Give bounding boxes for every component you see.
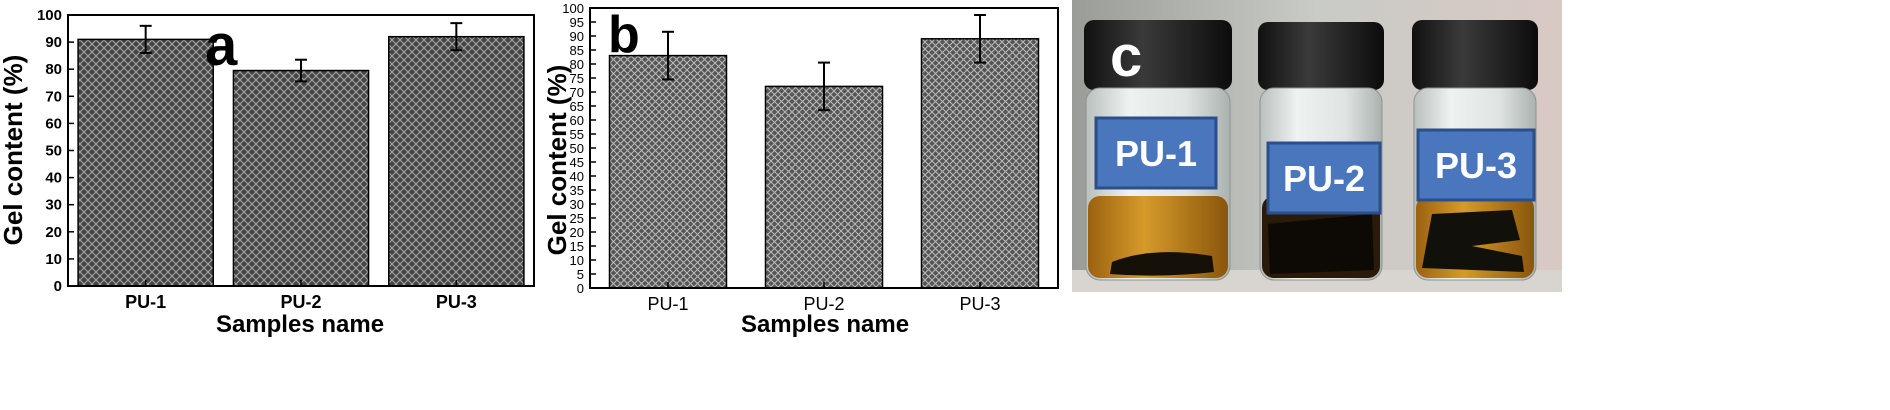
y-tick-label: 30 <box>45 197 62 214</box>
photo-panel-c: PU-1 PU-2 PU-3 c <box>1072 0 1562 292</box>
x-axis-label: Samples name <box>741 311 909 338</box>
y-tick-label: 100 <box>562 1 584 16</box>
vial-label: PU-2 <box>1283 158 1365 199</box>
bar <box>77 38 214 287</box>
y-tick-label: 60 <box>570 113 584 128</box>
y-tick-label: 55 <box>570 127 584 142</box>
vial-label: PU-3 <box>1435 145 1517 186</box>
y-tick-label: 65 <box>570 99 584 114</box>
panel-label-b: b <box>608 6 640 64</box>
vial-cap <box>1084 20 1232 90</box>
y-tick-label: 10 <box>45 251 62 268</box>
y-tick-label: 35 <box>570 183 584 198</box>
y-tick-label: 0 <box>54 278 62 295</box>
y-tick-label: 30 <box>570 197 584 212</box>
y-tick-label: 5 <box>577 267 584 282</box>
panel-label-c: c <box>1110 24 1142 89</box>
vial-1: PU-1 <box>1084 20 1232 281</box>
bar <box>232 69 370 287</box>
vial-cap <box>1258 22 1384 90</box>
y-tick-label: 10 <box>570 253 584 268</box>
x-axis-label: Samples name <box>216 311 384 338</box>
y-tick-label: 60 <box>45 115 62 132</box>
vial-label-box <box>1266 141 1382 215</box>
plot-frame <box>589 7 1059 289</box>
vial-label: PU-1 <box>1115 133 1197 174</box>
gel-piece <box>1422 210 1524 272</box>
bar <box>920 38 1040 289</box>
x-tick-label: PU-3 <box>959 294 1000 314</box>
gel-piece <box>1110 252 1214 276</box>
plot-frame <box>67 14 535 287</box>
y-axis-label: Gel content (%) <box>542 65 572 256</box>
x-tick-label: PU-2 <box>803 294 844 314</box>
bar <box>388 35 525 287</box>
y-tick-label: 45 <box>570 155 584 170</box>
y-tick-label: 40 <box>45 170 62 187</box>
bar <box>764 85 884 289</box>
y-tick-label: 90 <box>570 29 584 44</box>
chart-panel-b: 0510152025303540455055606570758085909510… <box>542 1 1059 338</box>
y-tick-label: 75 <box>570 71 584 86</box>
vial-cap <box>1412 20 1538 90</box>
vial-label-box <box>1094 116 1218 190</box>
vial-2: PU-2 <box>1258 22 1384 281</box>
y-tick-label: 40 <box>570 169 584 184</box>
y-tick-label: 50 <box>570 141 584 156</box>
y-tick-label: 25 <box>570 211 584 226</box>
y-tick-label: 85 <box>570 43 584 58</box>
y-tick-label: 15 <box>570 239 584 254</box>
x-tick-label: PU-3 <box>436 292 477 312</box>
gel-piece <box>1268 214 1374 274</box>
x-tick-label: PU-1 <box>125 292 166 312</box>
y-tick-label: 100 <box>37 7 62 24</box>
bar <box>608 54 728 289</box>
y-tick-label: 50 <box>45 143 62 160</box>
y-tick-label: 20 <box>570 225 584 240</box>
y-tick-label: 80 <box>570 57 584 72</box>
y-tick-label: 0 <box>577 281 584 296</box>
vial-label-box <box>1416 128 1536 202</box>
y-tick-label: 70 <box>45 88 62 105</box>
panel-label-a: a <box>205 13 238 78</box>
vial-3: PU-3 <box>1412 20 1538 281</box>
y-tick-label: 20 <box>45 224 62 241</box>
x-tick-label: PU-2 <box>280 292 321 312</box>
y-tick-label: 70 <box>570 85 584 100</box>
y-axis-label: Gel content (%) <box>0 55 28 246</box>
y-tick-label: 90 <box>45 34 62 51</box>
y-tick-label: 80 <box>45 61 62 78</box>
x-tick-label: PU-1 <box>647 294 688 314</box>
chart-panel-a: 0 10 20 30 40 50 60 70 80 90 100 PU-1 PU-2 PU-3 a Ge… <box>0 7 535 338</box>
y-tick-label: 95 <box>570 15 584 30</box>
